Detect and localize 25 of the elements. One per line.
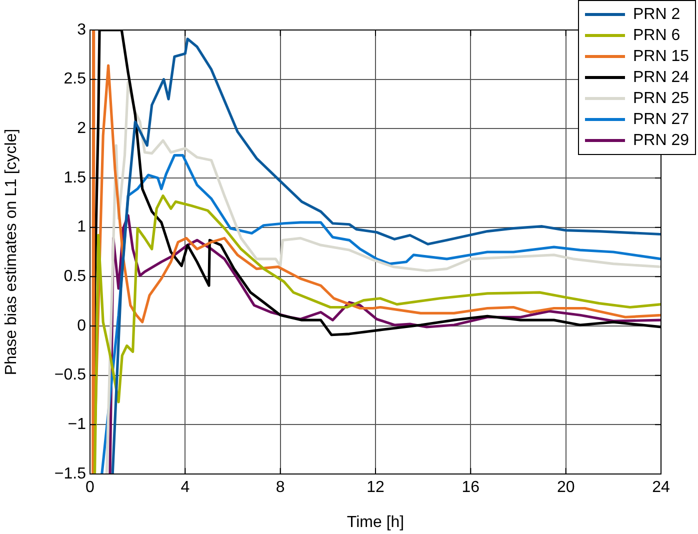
x-tick-label: 20	[556, 479, 575, 496]
x-tick-label: 4	[180, 479, 190, 496]
legend-label: PRN 24	[632, 68, 689, 86]
x-tick-label: 16	[462, 479, 480, 496]
x-tick-label: 12	[366, 479, 384, 496]
x-tick-label: 24	[652, 479, 670, 496]
y-tick-label: −1.5	[54, 465, 86, 482]
y-tick-label: 2.5	[64, 70, 86, 88]
x-tick-label: 8	[276, 479, 285, 496]
y-tick-label: 2	[77, 120, 86, 138]
legend-label: PRN 2	[632, 6, 680, 24]
y-tick-label: 0	[77, 317, 86, 334]
y-axis-title: Phase bias estimates on L1 [cycle]	[3, 128, 20, 376]
legend-label: PRN 15	[632, 48, 689, 66]
y-tick-label: 0.5	[64, 268, 86, 286]
legend-label: PRN 27	[632, 110, 689, 128]
y-tick-label: −0.5	[54, 366, 86, 384]
legend-label: PRN 29	[632, 132, 689, 150]
y-tick-label: 1	[77, 218, 86, 236]
legend-label: PRN 25	[632, 90, 689, 108]
y-tick-label: −1	[68, 416, 86, 434]
y-tick-label: 3	[77, 21, 86, 38]
legend-label: PRN 6	[632, 26, 680, 44]
y-tick-label: 1.5	[64, 169, 86, 186]
x-axis-title: Time [h]	[346, 514, 404, 531]
